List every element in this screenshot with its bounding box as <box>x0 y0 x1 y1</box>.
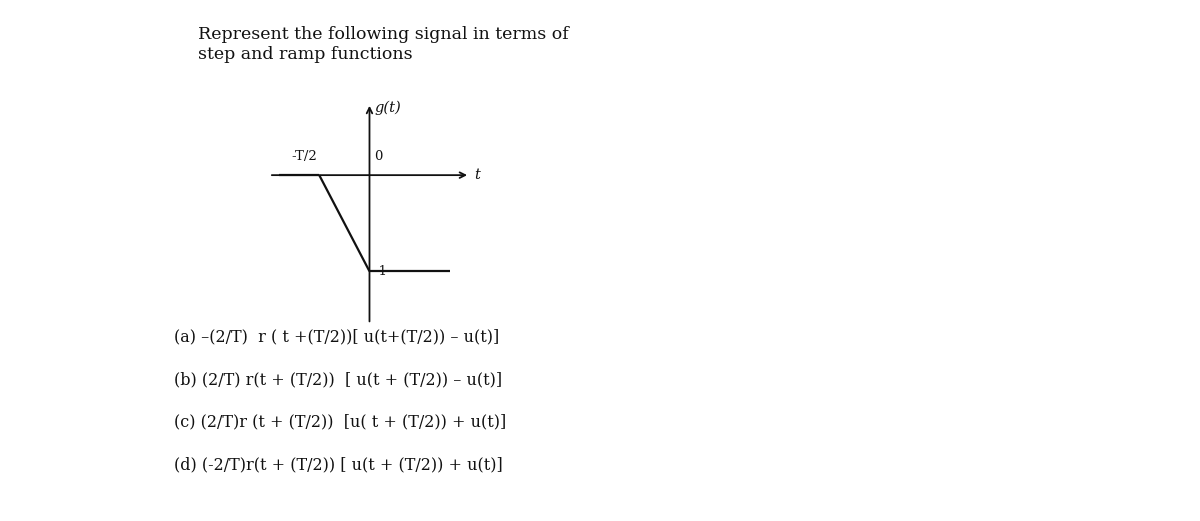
Text: -1: -1 <box>374 265 388 278</box>
Text: (d) (-2/T)r(t + (T/2)) [ u(t + (T/2)) + u(t)]: (d) (-2/T)r(t + (T/2)) [ u(t + (T/2)) + … <box>174 456 503 474</box>
Text: (b) (2/T) r(t + (T/2))  [ u(t + (T/2)) – u(t)]: (b) (2/T) r(t + (T/2)) [ u(t + (T/2)) – … <box>174 371 502 388</box>
Text: (c) (2/T)r (t + (T/2))  [u( t + (T/2)) + u(t)]: (c) (2/T)r (t + (T/2)) [u( t + (T/2)) + … <box>174 414 506 431</box>
Text: 0: 0 <box>374 150 383 163</box>
Text: g(t): g(t) <box>374 101 401 115</box>
Text: (a) –(2/T)  r ( t +(T/2))[ u(t+(T/2)) – u(t)]: (a) –(2/T) r ( t +(T/2))[ u(t+(T/2)) – u… <box>174 328 499 345</box>
Text: t: t <box>474 168 480 182</box>
Text: Represent the following signal in terms of
step and ramp functions: Represent the following signal in terms … <box>198 26 569 63</box>
Text: -T/2: -T/2 <box>290 150 317 163</box>
